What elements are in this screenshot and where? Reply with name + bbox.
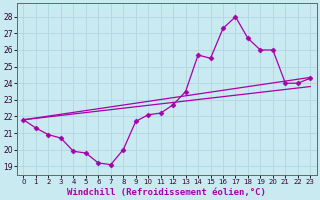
- X-axis label: Windchill (Refroidissement éolien,°C): Windchill (Refroidissement éolien,°C): [68, 188, 266, 197]
